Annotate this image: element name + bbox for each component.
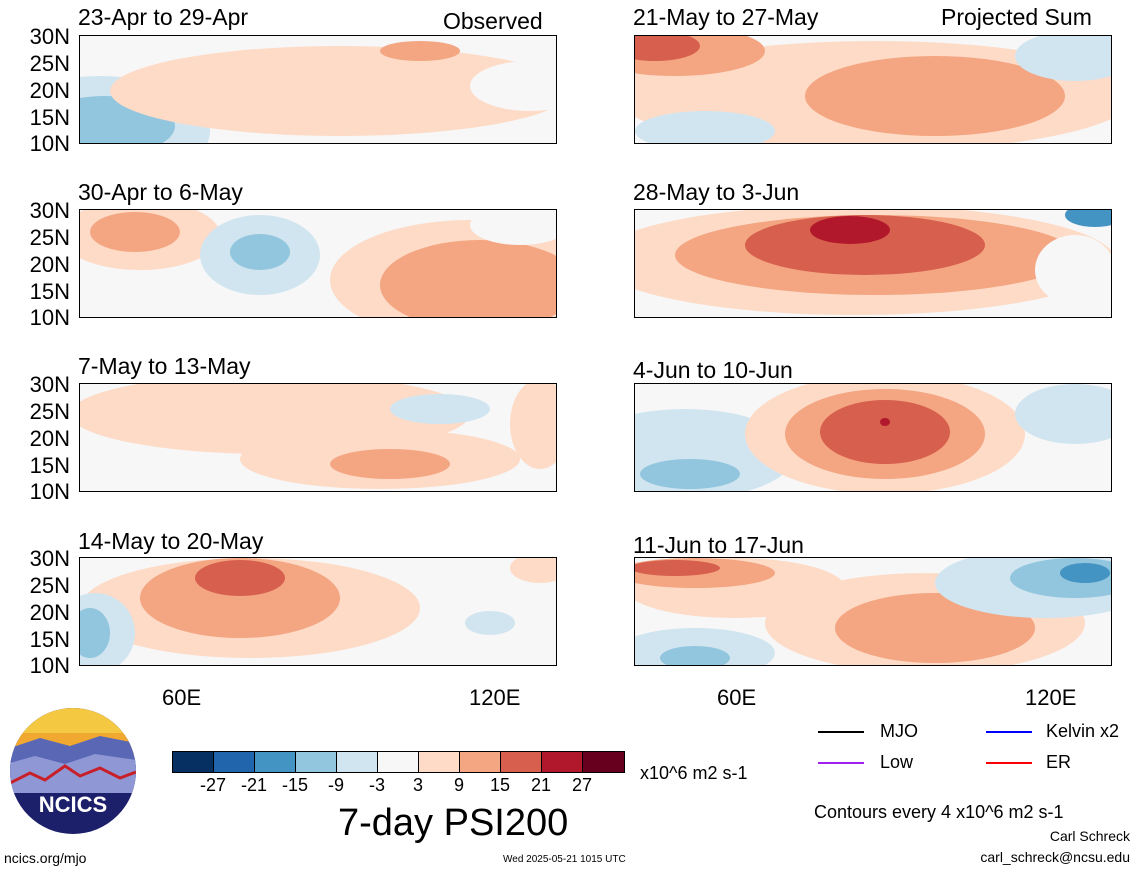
lat-label: 20N xyxy=(29,426,70,451)
colorbar-swatch xyxy=(583,752,624,772)
colorbar-swatch xyxy=(542,752,583,772)
psi-contour-map xyxy=(80,41,556,143)
lat-label: 20N xyxy=(29,78,70,103)
lon-label: 60E xyxy=(162,685,202,710)
map-panel-3 xyxy=(79,209,557,318)
panel-title: 14-May to 20-May xyxy=(78,528,264,554)
psi-contour-map xyxy=(635,558,1111,665)
psi-contour-map xyxy=(635,36,1111,143)
psi-contour-map xyxy=(635,384,1111,491)
map-panel-4 xyxy=(634,209,1112,318)
lat-label: 30N xyxy=(29,546,70,571)
colorbar-swatch xyxy=(378,752,419,772)
panel-label-projected: Projected Sum xyxy=(941,4,1092,30)
lat-label: 10N xyxy=(29,305,70,330)
colorbar-tick-label: 9 xyxy=(453,775,465,795)
colorbar-tick-label: 27 xyxy=(571,775,593,795)
colorbar-tick-label: 3 xyxy=(412,775,424,795)
colorbar-swatch xyxy=(460,752,501,772)
lat-label: 10N xyxy=(29,479,70,504)
timestamp: Wed 2025-05-21 1015 UTC xyxy=(503,854,626,865)
logo-text: NCICS xyxy=(38,792,108,817)
psi-contour-map xyxy=(80,558,556,665)
map-panel-2 xyxy=(634,35,1112,144)
lat-label: 10N xyxy=(29,131,70,156)
site-link[interactable]: ncics.org/mjo xyxy=(4,850,87,866)
panel-title: 11-Jun to 17-Jun xyxy=(633,532,804,558)
map-panel-1 xyxy=(79,35,557,144)
colorbar-tick-label: -27 xyxy=(199,775,227,795)
panel-title: 4-Jun to 10-Jun xyxy=(633,357,793,383)
colorbar xyxy=(172,751,625,773)
lat-label: 20N xyxy=(29,252,70,277)
lat-label: 30N xyxy=(29,372,70,397)
colorbar-tick-label: -15 xyxy=(281,775,309,795)
lon-label: 120E xyxy=(469,685,521,710)
colorbar-swatch xyxy=(255,752,296,772)
panel-title: 21-May to 27-May xyxy=(633,4,819,30)
map-panel-6 xyxy=(634,383,1112,492)
contours-note: Contours every 4 x10^6 m2 s-1 xyxy=(814,802,1064,822)
lat-label: 25N xyxy=(29,225,70,250)
colorbar-tick-label: -21 xyxy=(240,775,268,795)
legend-er: ER xyxy=(1046,752,1072,772)
colorbar-swatch xyxy=(296,752,337,772)
panel-title: 7-May to 13-May xyxy=(78,353,251,379)
map-panel-8 xyxy=(634,557,1112,666)
lat-label: 25N xyxy=(29,51,70,76)
legend-line-mjo xyxy=(818,731,864,733)
lat-label: 25N xyxy=(29,399,70,424)
psi-contour-map xyxy=(635,210,1111,315)
lon-label: 120E xyxy=(1025,685,1077,710)
psi-contour-map xyxy=(80,384,556,489)
lat-label: 30N xyxy=(29,198,70,223)
colorbar-swatch xyxy=(501,752,542,772)
lat-label: 25N xyxy=(29,573,70,598)
colorbar-swatch xyxy=(419,752,460,772)
panel-title: 28-May to 3-Jun xyxy=(633,179,800,205)
map-panel-5 xyxy=(79,383,557,492)
ncics-logo: NCICS xyxy=(10,708,136,834)
main-title: 7-day PSI200 xyxy=(338,802,569,844)
units-label: x10^6 m2 s-1 xyxy=(640,763,748,783)
legend-line-er xyxy=(986,762,1032,764)
map-panel-7 xyxy=(79,557,557,666)
email: carl_schreck@ncsu.edu xyxy=(980,849,1130,865)
lat-label: 15N xyxy=(29,105,70,130)
psi-contour-map xyxy=(80,210,556,317)
colorbar-swatch xyxy=(214,752,255,772)
colorbar-tick-label: -9 xyxy=(327,775,345,795)
author: Carl Schreck xyxy=(1049,828,1130,844)
legend-kelvin: Kelvin x2 xyxy=(1046,721,1120,741)
panel-label-observed: Observed xyxy=(443,8,543,34)
colorbar-swatch xyxy=(337,752,378,772)
lat-label: 30N xyxy=(29,24,70,49)
colorbar-tick-label: -3 xyxy=(368,775,386,795)
lat-label: 10N xyxy=(29,653,70,678)
colorbar-tick-label: 21 xyxy=(530,775,552,795)
legend-line-low xyxy=(818,762,864,764)
legend-mjo: MJO xyxy=(880,721,918,741)
colorbar-swatch xyxy=(173,752,214,772)
lat-label: 15N xyxy=(29,279,70,304)
lon-label: 60E xyxy=(717,685,757,710)
lat-label: 20N xyxy=(29,600,70,625)
lat-label: 15N xyxy=(29,627,70,652)
lat-label: 15N xyxy=(29,453,70,478)
colorbar-tick-label: 15 xyxy=(489,775,511,795)
legend-line-kelvin xyxy=(986,731,1032,733)
panel-title: 30-Apr to 6-May xyxy=(78,179,243,205)
legend-low: Low xyxy=(880,752,914,772)
panel-title: 23-Apr to 29-Apr xyxy=(78,4,249,30)
